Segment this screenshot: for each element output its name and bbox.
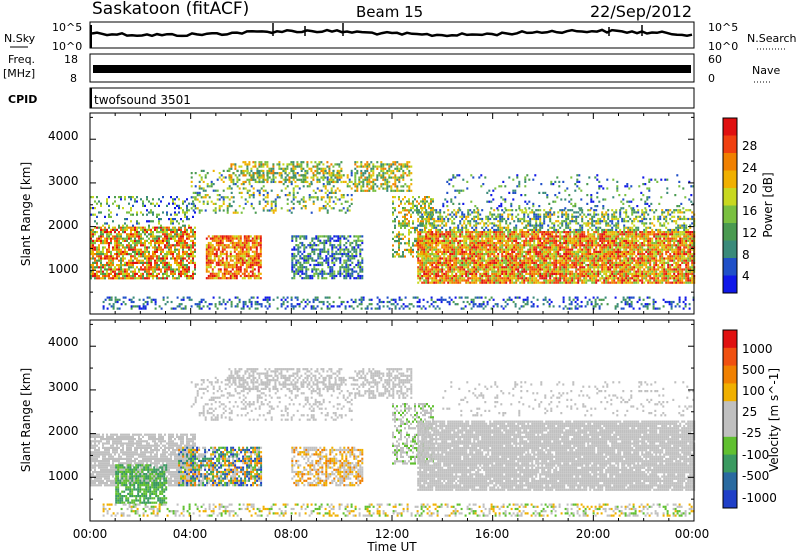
velocity-colorbar: 1000 500 100 25 -25 -100 -500 -1000 Velo… [723,330,781,509]
freq-trace [93,65,691,73]
power-ylabel: Slant Range [km] [19,162,33,266]
power-cbar-tick-20: 20 [742,182,757,196]
nsky-tick-low: 10^0 [52,40,82,53]
power-ytick-3000: 3000 [48,174,79,188]
power-cbar-label: Power [dB] [761,172,775,237]
power-ytick-1000: 1000 [48,262,79,276]
power-cbar-tick-4: 4 [742,269,750,283]
power-cbar-tick-8: 8 [742,248,750,262]
velocity-panel: Slant Range [km] 4000 3000 2000 1000 [19,320,695,521]
x-axis-label: Time UT [366,540,417,554]
velocity-cbar-label: Velocity [m s^-1] [767,368,781,472]
nsearch-tick-low: 10^0 [708,40,738,53]
xtick-0400: 04:00 [173,527,208,541]
xtick-1600: 16:00 [475,527,510,541]
power-ytick-2000: 2000 [48,218,79,232]
xtick-0800: 08:00 [274,527,309,541]
cpid-panel: CPID twofsound 3501 [8,88,694,108]
velocity-cbar-tick-100: 100 [742,384,765,398]
nsky-tick-high: 10^5 [52,21,82,34]
velocity-cbar-tick-1000: 1000 [742,342,773,356]
velocity-ytick-1000: 1000 [48,469,79,483]
velocity-cbar-tick-neg25: -25 [742,426,762,440]
velocity-ytick-4000: 4000 [48,335,79,349]
freq-unit-label: [MHz] [3,67,35,80]
velocity-cbar-tick-500: 500 [742,363,765,377]
velocity-ytick-2000: 2000 [48,424,79,438]
velocity-ytick-3000: 3000 [48,380,79,394]
power-panel: Slant Range [km] 4000 3000 2000 1000 [19,113,695,314]
freq-tick-low: 8 [70,72,77,85]
power-ytick-4000: 4000 [48,129,79,143]
freq-label: Freq. [8,53,35,66]
x-axis: 00:00 04:00 08:00 12:00 16:00 20:00 00:0… [73,527,710,554]
beam-title: Beam 15 [356,3,423,21]
freq-tick-high: 18 [64,53,78,66]
cpid-label: CPID [8,93,37,106]
velocity-cbar-tick-neg500: -500 [742,469,769,483]
station-title: Saskatoon (fitACF) [92,0,249,19]
velocity-cbar-tick-25: 25 [742,405,757,419]
xtick-2000: 20:00 [576,527,611,541]
nave-tick-low: 0 [708,72,715,85]
power-cbar-tick-24: 24 [742,161,757,175]
power-cbar-tick-12: 12 [742,226,757,240]
power-cbar-tick-16: 16 [742,204,757,218]
date-title: 22/Sep/2012 [590,2,692,21]
nsky-panel: N.Sky 10^5 10^0 10^5 10^0 N.Search [4,21,797,53]
velocity-ylabel: Slant Range [km] [19,368,33,472]
nsearch-label: N.Search [747,32,797,45]
nave-tick-high: 60 [708,53,722,66]
xtick-2400: 00:00 [675,527,710,541]
nave-label: Nave [752,64,780,77]
velocity-cbar-tick-neg100: -100 [742,448,769,462]
nsky-trace [92,30,692,36]
xtick-0000: 00:00 [73,527,108,541]
power-colorbar: 28 24 20 16 12 8 4 Power [dB] [723,118,775,294]
freq-panel: Freq. [MHz] 18 8 60 0 Nave [3,53,780,85]
nsearch-tick-high: 10^5 [708,21,738,34]
xtick-1200: 12:00 [375,527,410,541]
cpid-value: twofsound 3501 [94,93,191,107]
velocity-cbar-tick-neg1000: -1000 [742,491,777,505]
nsky-label: N.Sky [4,32,36,45]
power-cbar-tick-28: 28 [742,139,757,153]
